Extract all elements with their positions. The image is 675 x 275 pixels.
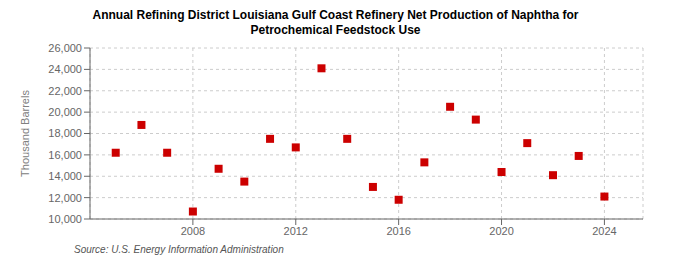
svg-text:16,000: 16,000	[48, 149, 82, 161]
svg-text:2016: 2016	[386, 225, 410, 237]
svg-text:2024: 2024	[592, 225, 616, 237]
svg-text:18,000: 18,000	[48, 127, 82, 139]
html-text:Annual Refining District Louis: Annual Refining District Louisiana Gulf …	[92, 8, 579, 22]
svg-text:10,000: 10,000	[48, 213, 82, 225]
html-text:Source: U.S. Energy Informatio: Source: U.S. Energy Information Administ…	[74, 244, 284, 255]
svg-text:Thousand Barrels: Thousand Barrels	[19, 90, 31, 177]
svg-text:22,000: 22,000	[48, 85, 82, 97]
svg-text:26,000: 26,000	[48, 42, 82, 54]
svg-text:2012: 2012	[284, 225, 308, 237]
svg-text:24,000: 24,000	[48, 63, 82, 75]
svg-text:20,000: 20,000	[48, 106, 82, 118]
svg-text:2020: 2020	[489, 225, 513, 237]
svg-text:14,000: 14,000	[48, 170, 82, 182]
svg-text:2008: 2008	[181, 225, 205, 237]
html-text:Petrochemical Feedstock Use: Petrochemical Feedstock Use	[250, 23, 421, 37]
svg-text:12,000: 12,000	[48, 192, 82, 204]
